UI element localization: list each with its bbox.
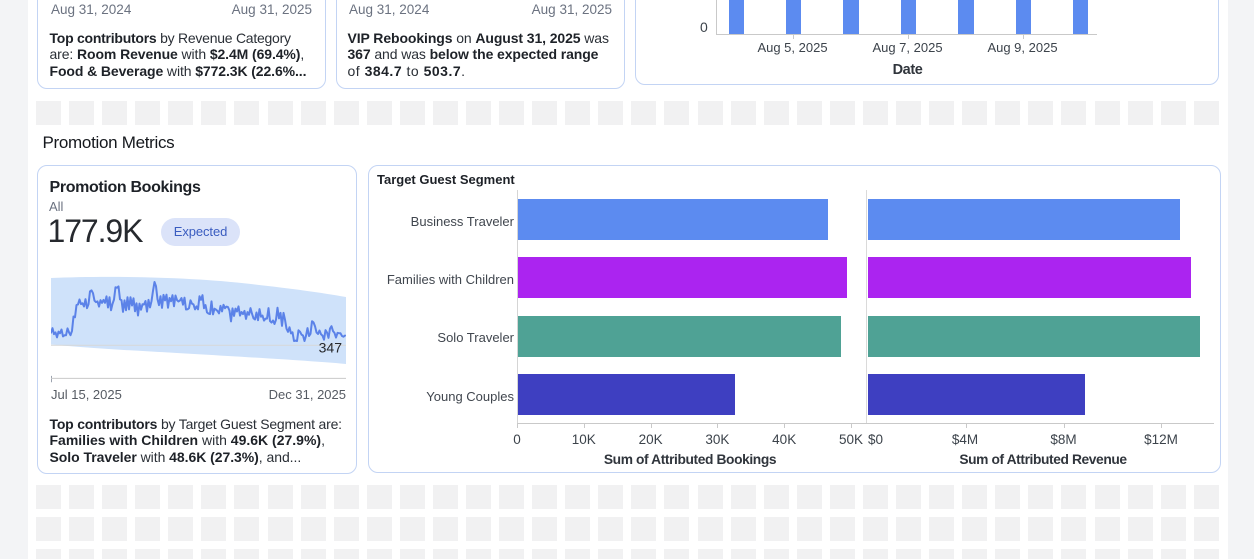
svg-text:347: 347 [319, 340, 343, 356]
